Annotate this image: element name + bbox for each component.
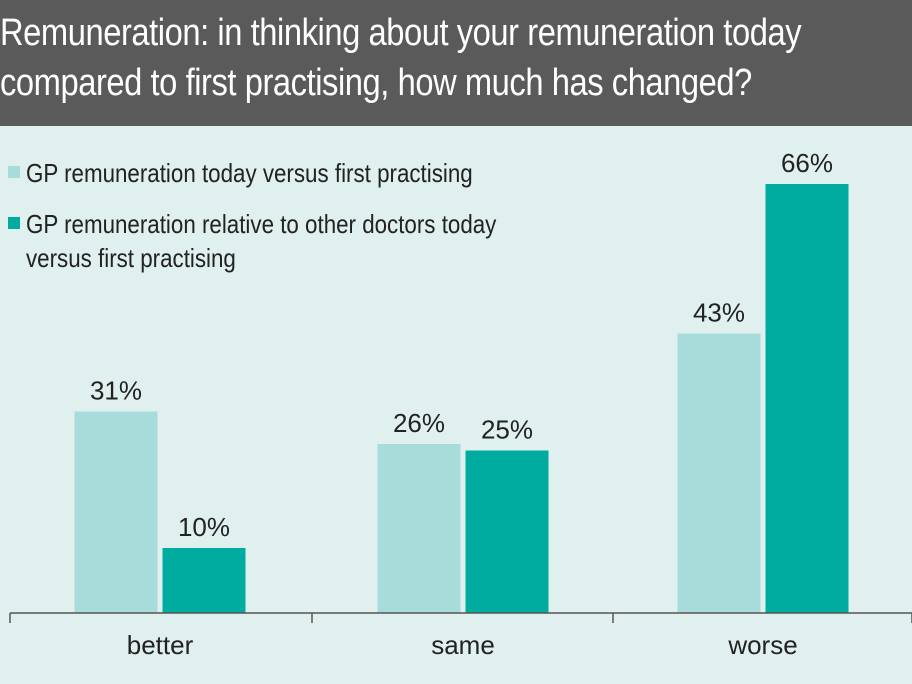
value-label-better-series-1: 31% [90, 376, 142, 406]
title-line-2: compared to first practising, how much h… [0, 62, 752, 104]
value-label-worse-series-2: 66% [781, 148, 833, 178]
x-axis: better same worse [9, 612, 912, 660]
chart-title: Remuneration: in thinking about your rem… [0, 8, 912, 108]
bar-same-series-2 [465, 450, 549, 613]
legend-swatch-2 [8, 217, 20, 229]
bars: 31% 10% 26% 25% 43% 66% [74, 148, 849, 613]
title-line-1: Remuneration: in thinking about your rem… [0, 12, 802, 54]
legend: GP remuneration today versus first pract… [8, 159, 497, 273]
value-label-better-series-2: 10% [178, 512, 230, 542]
category-label-worse: worse [727, 630, 797, 660]
bar-worse-series-2 [765, 184, 849, 613]
category-label-same: same [431, 630, 495, 660]
bar-worse-series-1 [677, 333, 761, 613]
legend-label-2-line-1: GP remuneration relative to other doctor… [26, 210, 497, 239]
legend-label-1-line-1: GP remuneration today versus first pract… [26, 159, 473, 188]
value-label-worse-series-1: 43% [693, 298, 745, 328]
bar-better-series-1 [74, 411, 158, 613]
value-label-same-series-2: 25% [481, 415, 533, 445]
legend-swatch-1 [8, 166, 20, 178]
category-label-better: better [127, 630, 194, 660]
chart-header: Remuneration: in thinking about your rem… [0, 0, 912, 126]
bar-better-series-2 [162, 548, 246, 613]
legend-label-2-line-2: versus first practising [26, 244, 236, 273]
bar-same-series-1 [377, 444, 461, 613]
value-label-same-series-1: 26% [393, 408, 445, 438]
